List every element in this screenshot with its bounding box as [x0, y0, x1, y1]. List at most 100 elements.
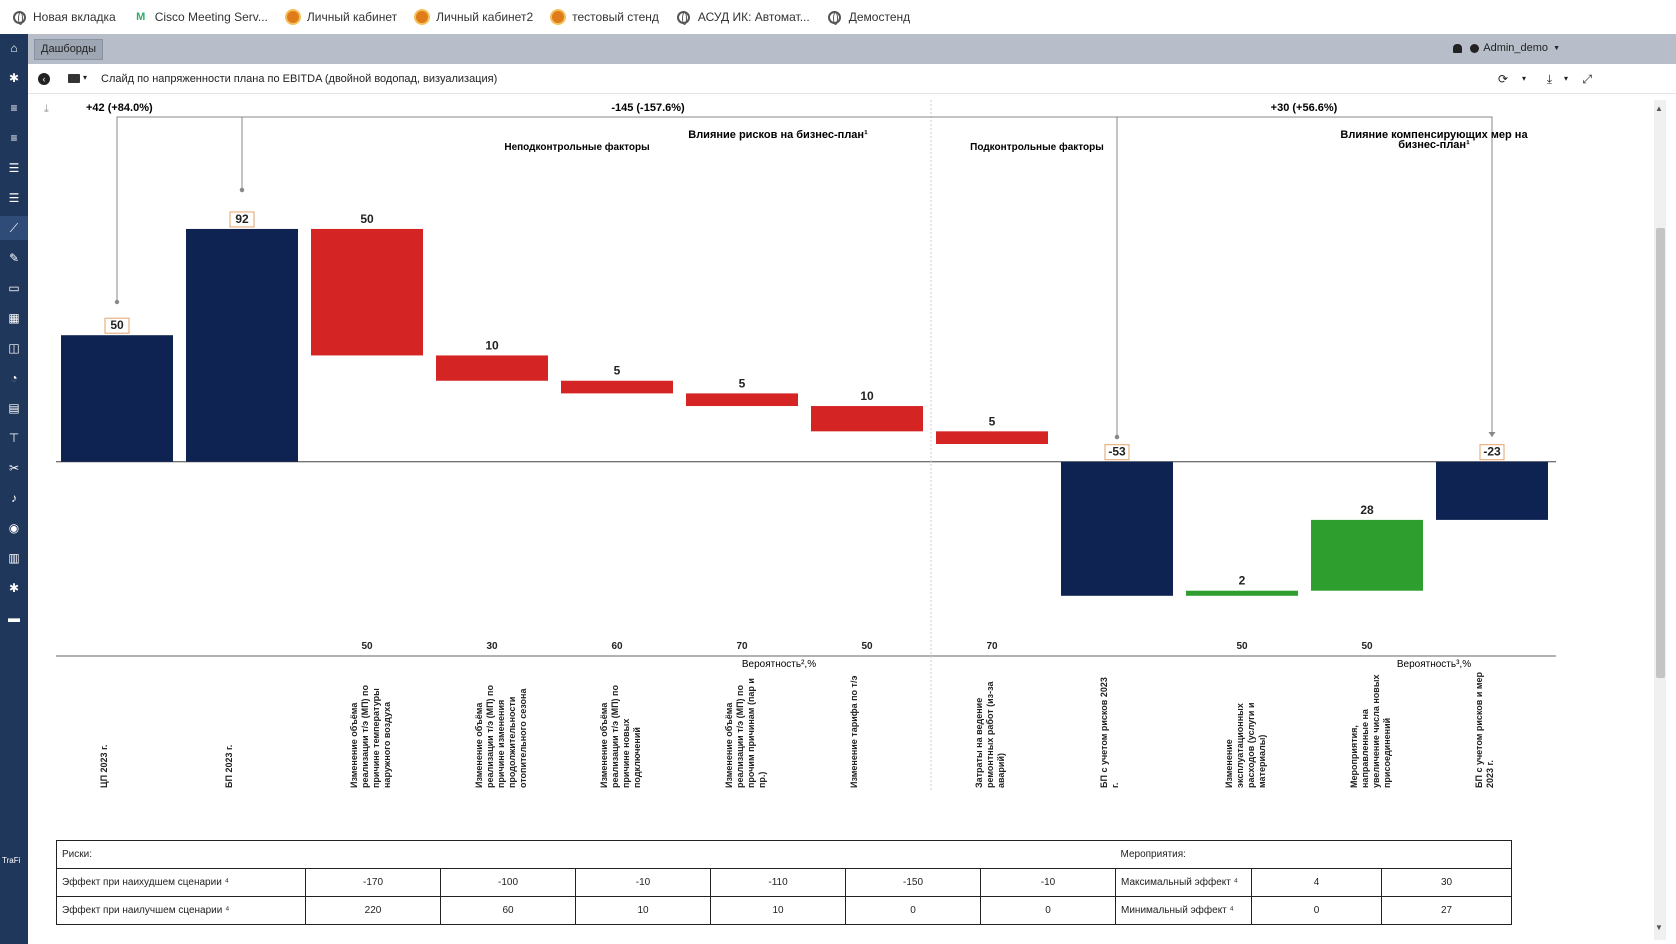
- chart-icon[interactable]: ⟋: [0, 216, 28, 240]
- value-label: 10: [860, 389, 874, 403]
- list-icon[interactable]: ☰: [8, 191, 20, 205]
- category-label: ЦП 2023 г.: [99, 745, 109, 788]
- measures-label: Мероприятия:: [1115, 840, 1512, 869]
- sidebar-bottom-label: TraFi: [2, 856, 21, 865]
- bookmarks-bar: Новая вкладка M Cisco Meeting Serv... Личны…: [0, 0, 1676, 34]
- globe-icon: [828, 10, 842, 25]
- table-cell: 0: [845, 896, 981, 925]
- database-icon[interactable]: ◉: [8, 521, 20, 535]
- bar-measure[interactable]: [1311, 519, 1423, 591]
- scroll-down-icon[interactable]: ▼: [1655, 923, 1663, 932]
- value-label: 50: [360, 212, 374, 226]
- bookmark-item[interactable]: АСУД ИК: Автомат...: [677, 10, 810, 25]
- tab-dashboards[interactable]: Дашборды: [34, 39, 103, 60]
- card-icon[interactable]: ▭: [8, 281, 20, 295]
- prob-risks-label: Вероятность²,%: [742, 659, 816, 670]
- category-label-line: подключений: [632, 727, 642, 788]
- table-cell: -100: [440, 868, 576, 897]
- bar-total[interactable]: [186, 228, 298, 462]
- hierarchy-icon[interactable]: ⊤: [8, 431, 20, 445]
- menu-icon[interactable]: ≡: [10, 131, 18, 145]
- category-label-line: причине температуры: [371, 688, 381, 788]
- probability-value: 60: [611, 641, 623, 652]
- export-icon[interactable]: ⤓: [44, 103, 49, 115]
- bar-measure[interactable]: [1186, 590, 1298, 596]
- sun-icon: [551, 10, 565, 24]
- bar-risk[interactable]: [686, 393, 798, 407]
- bell-icon[interactable]: ♪: [11, 491, 17, 505]
- table-cell: -110: [710, 868, 846, 897]
- table-cell: Минимальный эффект ⁴: [1115, 896, 1252, 925]
- bar-total[interactable]: [61, 335, 173, 462]
- bar-risk[interactable]: [311, 228, 423, 356]
- menu-icon[interactable]: ≡: [10, 101, 18, 115]
- bookmark-item[interactable]: Демостенд: [828, 10, 910, 25]
- list-icon[interactable]: ☰: [8, 161, 20, 175]
- bar-risk[interactable]: [436, 355, 548, 381]
- gear-icon[interactable]: ✱: [8, 71, 20, 85]
- fullscreen-icon[interactable]: ⤢: [1582, 72, 1592, 86]
- value-label-box: [1104, 444, 1130, 461]
- document-icon[interactable]: ▤: [8, 401, 20, 415]
- home-icon[interactable]: ⌂: [10, 41, 18, 55]
- user-menu[interactable]: Admin_demo ▼: [1470, 42, 1560, 54]
- scrollbar-thumb[interactable]: [1656, 228, 1665, 678]
- category-label-line: направленные на: [1360, 708, 1370, 788]
- table-cell: 0: [980, 896, 1116, 925]
- category-label-line: причине новых: [621, 719, 631, 788]
- connector-dot: [114, 299, 120, 305]
- bar-risk[interactable]: [811, 406, 923, 432]
- bookmark-item[interactable]: тестовый стенд: [551, 10, 659, 24]
- wrench-icon[interactable]: ✂: [8, 461, 20, 475]
- bookmark-item[interactable]: Новая вкладка: [12, 10, 116, 25]
- sun-icon: [286, 10, 300, 24]
- ab-test-icon[interactable]: ✎: [8, 251, 20, 265]
- scroll-up-icon[interactable]: ▲: [1655, 104, 1663, 113]
- value-label: 2: [1239, 574, 1246, 588]
- category-label-line: Изменение объёма: [599, 702, 609, 788]
- table-icon[interactable]: ▦: [8, 311, 20, 325]
- probability-value: 50: [361, 641, 373, 652]
- bookmark-item[interactable]: Личный кабинет: [286, 10, 397, 24]
- back-icon[interactable]: ‹: [38, 73, 50, 85]
- bar-total[interactable]: [1436, 461, 1548, 520]
- value-label: 10: [485, 338, 499, 352]
- refresh-icon[interactable]: ⟳: [1497, 72, 1508, 86]
- bookmark-label: Личный кабинет2: [436, 10, 534, 24]
- table-cell: -170: [305, 868, 441, 897]
- bell-icon[interactable]: [1453, 44, 1462, 53]
- category-label-line: Изменение объёма: [349, 702, 359, 788]
- table-cell: -150: [845, 868, 981, 897]
- category-label: БП 2023 г.: [224, 745, 234, 788]
- value-label: 28: [1360, 503, 1374, 517]
- category-label-line: эксплуатационных: [1235, 703, 1245, 788]
- bar-risk[interactable]: [561, 380, 673, 394]
- globe-icon: [12, 10, 26, 25]
- header-measures-2: бизнес-план¹: [1398, 139, 1470, 151]
- chevron-down-icon[interactable]: ▾: [83, 73, 88, 82]
- category-label-line: присоединений: [1382, 718, 1392, 788]
- folder-icon[interactable]: [68, 74, 80, 83]
- table-cell: 30: [1381, 868, 1512, 897]
- book-icon[interactable]: ▬: [8, 611, 20, 625]
- category-label: Изменение тарифа по т/э: [849, 676, 859, 788]
- table-cell: Эффект при наихудшем сценарии ⁴: [56, 868, 306, 897]
- bar-total[interactable]: [1061, 461, 1173, 596]
- download-icon[interactable]: ⤓: [1546, 72, 1552, 86]
- value-label: 5: [989, 414, 996, 428]
- settings-icon[interactable]: ✱: [8, 581, 20, 595]
- category-label-line: Изменение объёма: [474, 702, 484, 788]
- bookmark-item[interactable]: M Cisco Meeting Serv...: [134, 10, 268, 24]
- bookmark-label: Личный кабинет: [306, 10, 398, 24]
- category-label-line: реализации т/э (МП) по: [485, 685, 495, 788]
- bar-risk[interactable]: [936, 431, 1048, 444]
- bookmark-item[interactable]: Личный кабинет2: [415, 10, 533, 24]
- printer-icon[interactable]: ▥: [8, 551, 20, 565]
- gauge-icon[interactable]: ◔: [10, 371, 18, 385]
- category-label-line: расходов (услуги и: [1246, 703, 1256, 789]
- value-label-box: [1479, 444, 1505, 461]
- layout-icon[interactable]: ◫: [8, 341, 20, 355]
- chevron-down-icon[interactable]: ▾: [1563, 74, 1568, 83]
- chevron-down-icon[interactable]: ▾: [1521, 74, 1526, 83]
- category-label: Затраты на ведениеремонтных работ (из-за…: [974, 681, 1006, 788]
